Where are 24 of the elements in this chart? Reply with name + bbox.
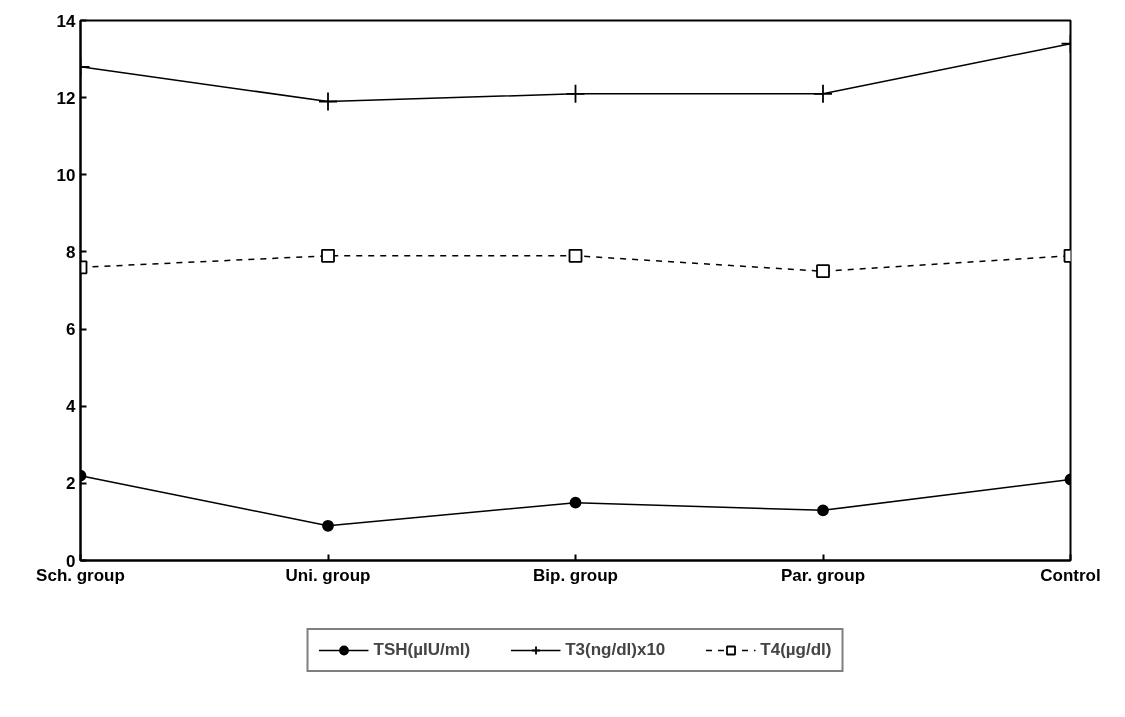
legend-label: T3(ng/dl)x10 <box>565 640 666 660</box>
x-tick-label: Uni. group <box>285 565 371 585</box>
point <box>318 91 338 112</box>
y-tick-label: 0 <box>66 551 76 571</box>
point <box>322 519 334 532</box>
point <box>817 504 829 517</box>
y-tick-label: 6 <box>66 320 76 340</box>
y-tick-label: 14 <box>56 11 77 31</box>
x-tick-label: Par. group <box>780 565 866 585</box>
x-tick-label: Bip. group <box>533 565 618 585</box>
point <box>321 248 335 263</box>
point <box>816 264 830 279</box>
x-tick-label: Control <box>1040 565 1101 585</box>
point <box>565 83 586 104</box>
y-tick-label: 2 <box>66 474 76 494</box>
y-tick-label: 12 <box>56 88 76 108</box>
y-tick-label: 8 <box>66 242 76 262</box>
point <box>569 496 582 509</box>
legend-label: T4(µg/dl) <box>760 640 832 660</box>
y-tick-label: 4 <box>66 397 77 417</box>
point <box>813 83 833 104</box>
legend-label: TSH(µIU/ml) <box>373 640 471 660</box>
y-tick-label: 10 <box>56 165 76 185</box>
point <box>568 248 583 263</box>
